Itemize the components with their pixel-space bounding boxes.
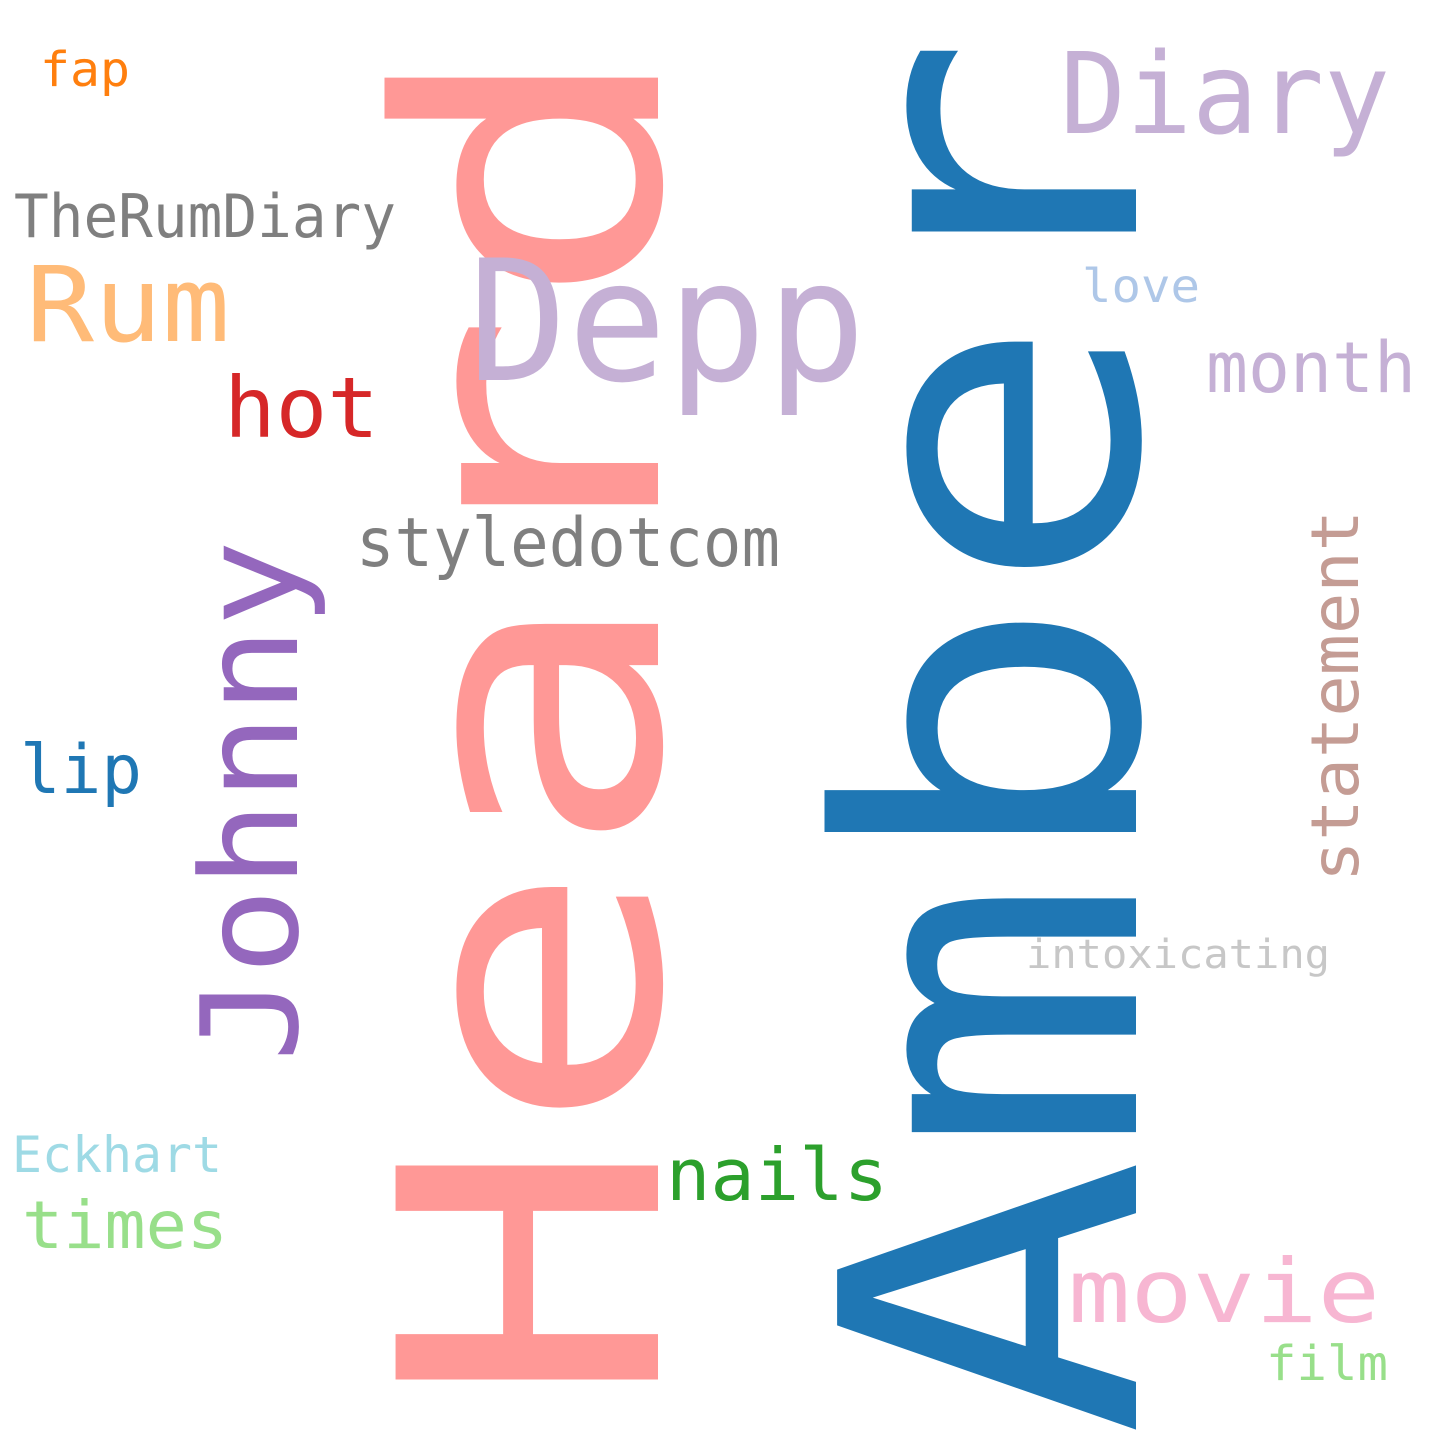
word-diary: Diary [1060,30,1390,160]
word-depp: Depp [468,224,866,420]
word-therumdiary: TheRumDiary [14,182,396,252]
word-love: love [1082,259,1200,313]
word-intoxicating: intoxicating [1026,932,1330,978]
word-hot: hot [224,359,379,457]
word-statement: statement [1297,510,1374,882]
word-month: month [1206,327,1416,409]
word-eckhart: Eckhart [12,1126,222,1184]
word-heard: Heard [324,35,743,1410]
word-lip: lip [20,731,142,810]
word-amber: Amber [755,33,1233,1438]
word-fap: fap [40,42,130,98]
word-johnny: Johnny [173,540,329,1062]
word-film: film [1266,1336,1388,1392]
word-nails: nails [666,1133,888,1217]
word-movie: movie [1068,1240,1380,1343]
word-styledotcom: styledotcom [356,504,780,583]
word-times: times [22,1187,228,1264]
word-rum: Rum [26,244,230,366]
